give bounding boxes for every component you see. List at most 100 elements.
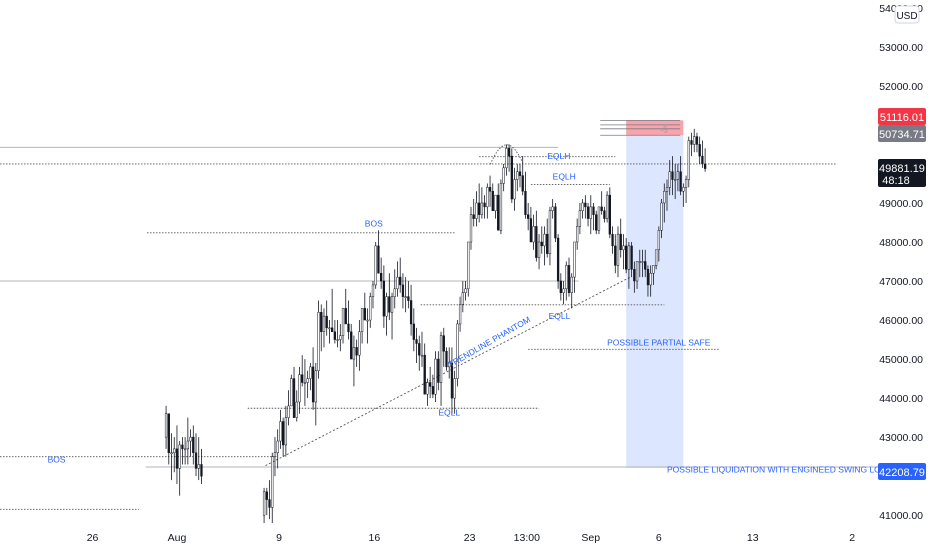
candle-body bbox=[322, 315, 326, 333]
candle-body bbox=[472, 214, 475, 219]
candle-body bbox=[339, 335, 342, 340]
candle-body bbox=[589, 206, 592, 219]
candle-body bbox=[181, 444, 184, 450]
candle-body bbox=[567, 265, 571, 293]
candle-body bbox=[175, 448, 179, 469]
candle-body bbox=[328, 327, 331, 330]
candle-body bbox=[559, 280, 562, 293]
candle-body bbox=[513, 179, 516, 200]
candle-body bbox=[597, 206, 601, 231]
candle-body bbox=[295, 401, 298, 418]
y-tick-label: 52000.00 bbox=[879, 81, 923, 93]
candle-body bbox=[581, 202, 584, 212]
candle-body bbox=[374, 245, 377, 286]
candle-body bbox=[622, 245, 625, 251]
candle-body bbox=[306, 378, 309, 383]
candle-body bbox=[281, 421, 285, 446]
candle-body bbox=[695, 136, 699, 145]
x-tick-label: 13 bbox=[747, 532, 759, 544]
candle-body bbox=[388, 296, 391, 313]
candle-body bbox=[431, 386, 435, 395]
candle-body bbox=[644, 261, 647, 270]
candle-body bbox=[630, 245, 633, 270]
y-tick-label: 43000.00 bbox=[879, 432, 923, 444]
candle-body bbox=[475, 202, 478, 219]
chart-annotation: EQLL bbox=[549, 311, 571, 321]
candle-body bbox=[537, 241, 541, 258]
candle-body bbox=[556, 237, 560, 282]
currency-badge[interactable]: USD bbox=[894, 5, 920, 24]
candle-body bbox=[164, 413, 168, 438]
candle-body bbox=[415, 339, 418, 344]
candle-body bbox=[635, 261, 639, 282]
x-tick-label: 6 bbox=[656, 532, 662, 544]
price-label-current: 49881.19 48:18 bbox=[878, 159, 926, 187]
candle-body bbox=[592, 206, 595, 215]
candle-body bbox=[336, 339, 339, 341]
candle-body bbox=[570, 276, 573, 293]
candle-body bbox=[355, 347, 358, 356]
candle-body bbox=[450, 362, 454, 399]
candle-body bbox=[369, 296, 372, 321]
candle-body bbox=[546, 233, 549, 254]
candle-body bbox=[453, 378, 456, 399]
candle-body bbox=[434, 358, 437, 395]
candle-body bbox=[390, 296, 394, 313]
candle-body bbox=[183, 448, 187, 451]
candle-body bbox=[301, 374, 304, 383]
y-tick-label: 49000.00 bbox=[879, 198, 923, 210]
candle-body bbox=[290, 378, 293, 407]
chart-annotation: POSSIBLE PARTIAL SAFE bbox=[607, 337, 711, 347]
candle-body bbox=[298, 374, 301, 403]
candle-body bbox=[469, 214, 473, 243]
candle-body bbox=[360, 308, 364, 333]
candle-body bbox=[407, 296, 410, 301]
candle-body bbox=[521, 175, 524, 192]
candle-body bbox=[505, 148, 508, 169]
candle-body bbox=[344, 308, 347, 325]
candle-body bbox=[426, 382, 429, 395]
x-tick-label: 9 bbox=[276, 532, 282, 544]
y-tick-label: 44000.00 bbox=[879, 393, 923, 405]
current-price-value: 49881.19 bbox=[879, 163, 925, 175]
candle-body bbox=[311, 366, 315, 403]
candle-body bbox=[382, 280, 386, 317]
swing-high-arc bbox=[489, 144, 523, 165]
candle-body bbox=[524, 190, 527, 215]
candle-body bbox=[371, 284, 375, 297]
candle-body bbox=[627, 245, 631, 270]
candle-body bbox=[584, 202, 587, 208]
chart-annotation: POSSIBLE LIQUIDATION WITH ENGINEED SWING… bbox=[667, 464, 909, 474]
candle-body bbox=[646, 269, 650, 286]
candle-body bbox=[502, 167, 505, 184]
candle-body bbox=[480, 202, 484, 215]
candle-body bbox=[543, 233, 546, 247]
price-label-target-low: 42208.79 bbox=[878, 463, 926, 480]
candle-body bbox=[652, 265, 655, 274]
candle-body bbox=[189, 436, 192, 442]
entry-value: 50734.71 bbox=[879, 129, 925, 141]
candle-body bbox=[464, 288, 467, 293]
currency-label: USD bbox=[896, 11, 917, 22]
candle-body bbox=[693, 136, 696, 145]
candle-body bbox=[352, 347, 356, 360]
candle-body bbox=[173, 448, 176, 453]
position-target-zone bbox=[626, 135, 684, 469]
candle-body bbox=[418, 343, 421, 356]
y-tick-label: 46000.00 bbox=[879, 315, 923, 327]
candle-body bbox=[679, 171, 682, 192]
candle-body bbox=[605, 194, 609, 219]
candle-body bbox=[638, 261, 641, 263]
candle-body bbox=[608, 194, 611, 235]
y-axis: 54000.0053000.0052000.0051000.0050000.00… bbox=[879, 3, 923, 522]
candle-body bbox=[687, 140, 690, 180]
candle-body bbox=[341, 308, 345, 336]
candle-body bbox=[499, 183, 503, 231]
candle-body bbox=[330, 327, 334, 333]
target-high-value: 51116.01 bbox=[880, 112, 924, 124]
candle-body bbox=[565, 265, 568, 290]
candle-body bbox=[363, 308, 366, 321]
candle-body bbox=[358, 331, 361, 356]
